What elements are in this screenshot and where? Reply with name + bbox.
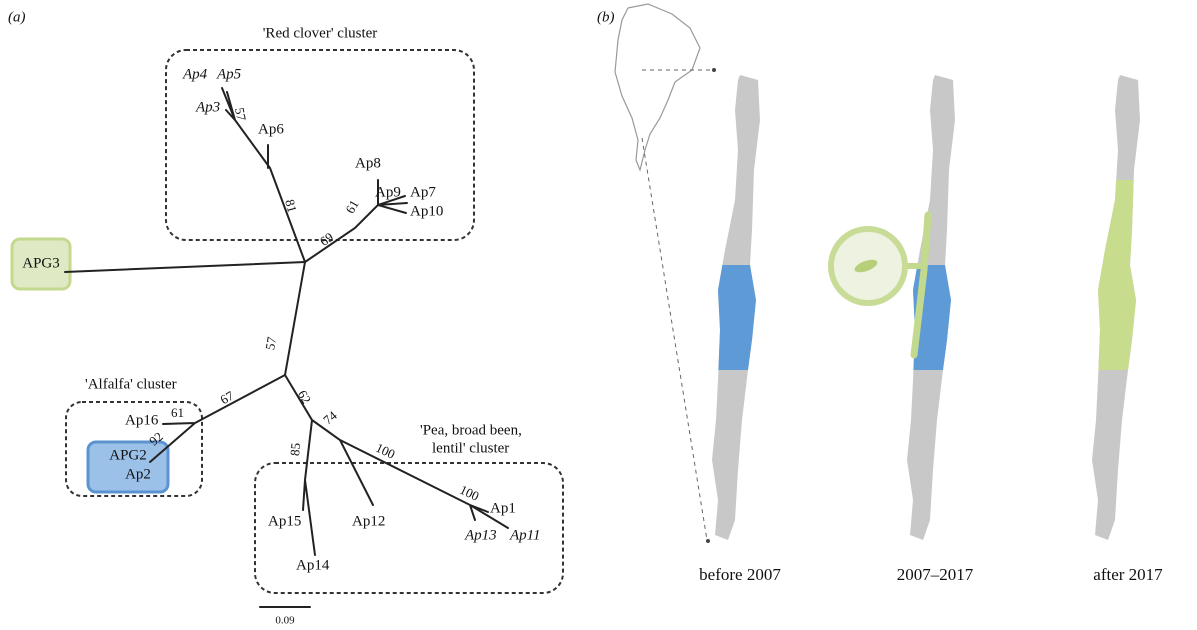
leaf-label: APG3 (22, 255, 60, 271)
cluster-label: 'Pea, broad been, (420, 422, 522, 438)
cluster-label: lentil' cluster (432, 440, 509, 456)
support-value: 100 (457, 482, 481, 504)
cluster-box (254, 462, 564, 594)
cluster-label: 'Alfalfa' cluster (85, 376, 177, 392)
support-value: 74 (320, 407, 340, 427)
region-highlight (1092, 180, 1140, 370)
period-label: before 2007 (699, 565, 781, 584)
leaf-label: Ap13 (464, 527, 497, 543)
leaf-label: Ap2 (125, 466, 151, 482)
leader-dot (706, 539, 710, 543)
panel-label: (b) (597, 9, 615, 25)
spread-path (910, 211, 932, 359)
continent-outline (614, 3, 701, 172)
period-label: after 2017 (1093, 565, 1163, 584)
leader-dot (712, 68, 716, 72)
cluster-label: 'Red clover' cluster (263, 25, 378, 41)
support-value: 67 (217, 387, 236, 407)
group-box (10, 237, 72, 291)
scale-label: 0.09 (275, 615, 295, 627)
group-box (86, 440, 170, 494)
leaf-label: Ap4 (182, 66, 208, 82)
leaf-label: Ap9 (375, 184, 401, 200)
leaf-label: Ap15 (268, 513, 301, 529)
region-highlight (712, 265, 760, 370)
cluster-box (65, 401, 203, 497)
support-value: 85 (287, 442, 303, 456)
leaf-label: Ap10 (410, 203, 443, 219)
leader-line (641, 69, 713, 541)
region-highlight (907, 265, 955, 370)
leaf-label: Ap14 (296, 557, 330, 573)
leaf-label: Ap7 (410, 184, 436, 200)
tree (64, 87, 509, 608)
period-label: 2007–2017 (897, 565, 974, 584)
support-value: 61 (171, 405, 184, 420)
support-value: 57 (262, 335, 279, 351)
leaf-label: Ap12 (352, 513, 385, 529)
leaf-label: Ap11 (509, 527, 541, 543)
support-value: 62 (295, 387, 314, 406)
leaf-label: Ap3 (195, 99, 220, 115)
leaf-label: Ap8 (355, 155, 381, 171)
leaf-label: APG2 (109, 447, 147, 463)
leaf-label: Ap6 (258, 121, 284, 137)
leaf-label: Ap5 (216, 66, 242, 82)
support-value: 69 (317, 229, 336, 249)
support-value: 81 (282, 198, 300, 214)
leaf-label: Ap1 (490, 500, 516, 516)
insect-body (854, 259, 878, 273)
panel-label: (a) (8, 9, 26, 25)
support-value: 100 (373, 440, 397, 462)
leaf-label: Ap16 (125, 412, 159, 428)
support-value: 57 (232, 106, 249, 122)
support-value: 61 (342, 197, 361, 216)
cluster-box (165, 49, 475, 241)
